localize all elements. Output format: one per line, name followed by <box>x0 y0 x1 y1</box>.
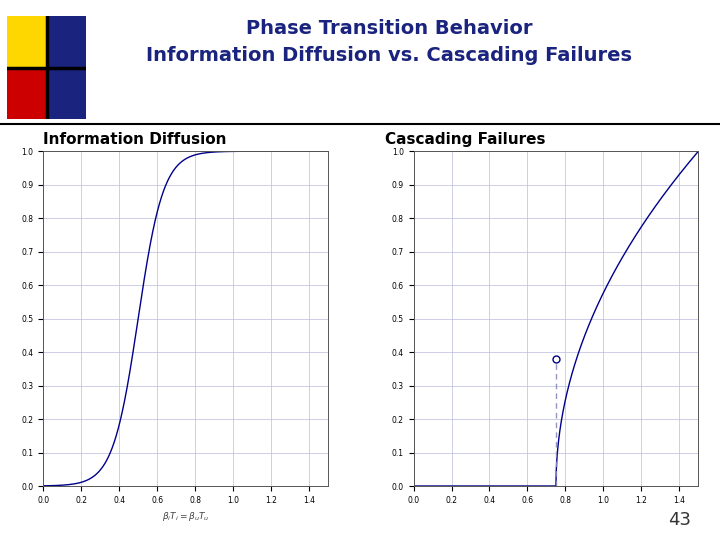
Text: 43: 43 <box>668 511 691 529</box>
Text: Information Diffusion vs. Cascading Failures: Information Diffusion vs. Cascading Fail… <box>145 46 632 65</box>
Bar <box>47 68 86 119</box>
Text: Information Diffusion: Information Diffusion <box>43 132 227 147</box>
Bar <box>7 16 47 68</box>
Bar <box>47 16 86 68</box>
X-axis label: $\beta_i T_i = \beta_u T_u$: $\beta_i T_i = \beta_u T_u$ <box>162 510 210 523</box>
Bar <box>7 68 47 119</box>
Text: Phase Transition Behavior: Phase Transition Behavior <box>246 19 532 38</box>
Text: Cascading Failures: Cascading Failures <box>385 132 546 147</box>
